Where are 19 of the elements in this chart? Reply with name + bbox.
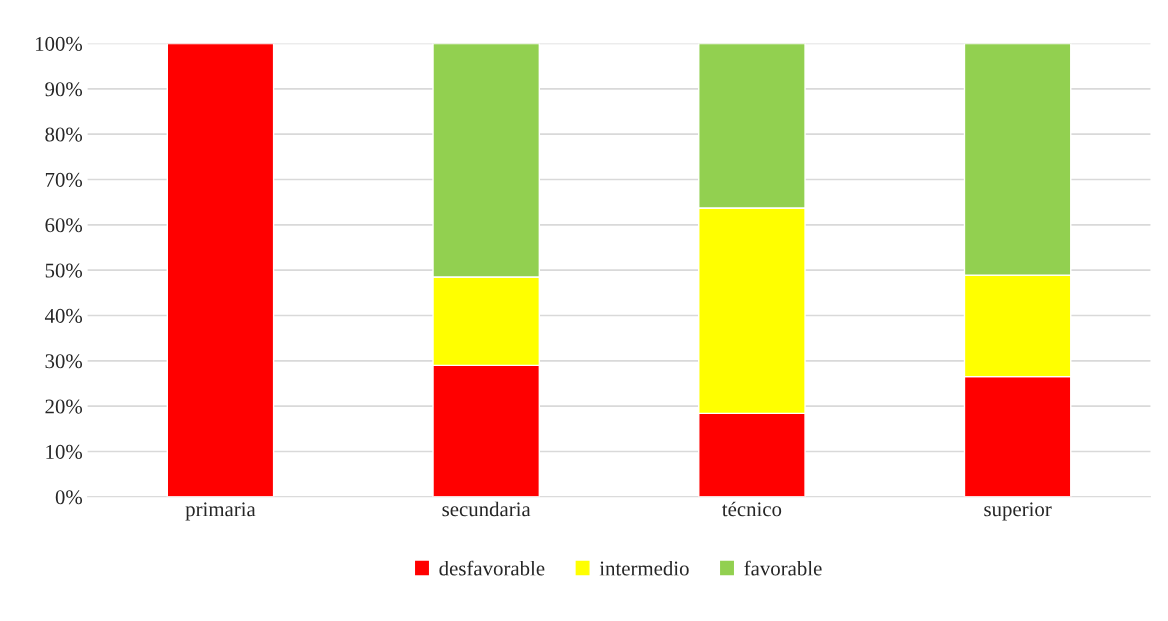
y-tick-label: 20% <box>45 399 83 414</box>
legend-label: intermedio <box>599 560 689 576</box>
legend-label: desfavorable <box>439 560 545 576</box>
y-tick-label: 90% <box>45 82 83 97</box>
y-tick-label: 0% <box>55 490 83 505</box>
x-tick-label: superior <box>984 502 1052 521</box>
y-tick-label: 40% <box>44 308 83 323</box>
y-tick-label: 80% <box>45 127 83 142</box>
bar <box>166 43 275 497</box>
x-tick-label: técnico <box>722 501 782 517</box>
y-tick-label: 70% <box>45 172 83 187</box>
legend-label: favorable <box>744 560 822 576</box>
y-tick-label: 50% <box>45 263 83 278</box>
x-tick-label: secundaria <box>442 501 531 517</box>
x-tick-label: primaria <box>185 502 256 521</box>
y-tick-label: 100% <box>35 36 83 51</box>
y-tick-label: 10% <box>46 444 83 459</box>
y-tick-label: 60% <box>45 218 83 233</box>
y-tick-label: 30% <box>45 354 83 369</box>
